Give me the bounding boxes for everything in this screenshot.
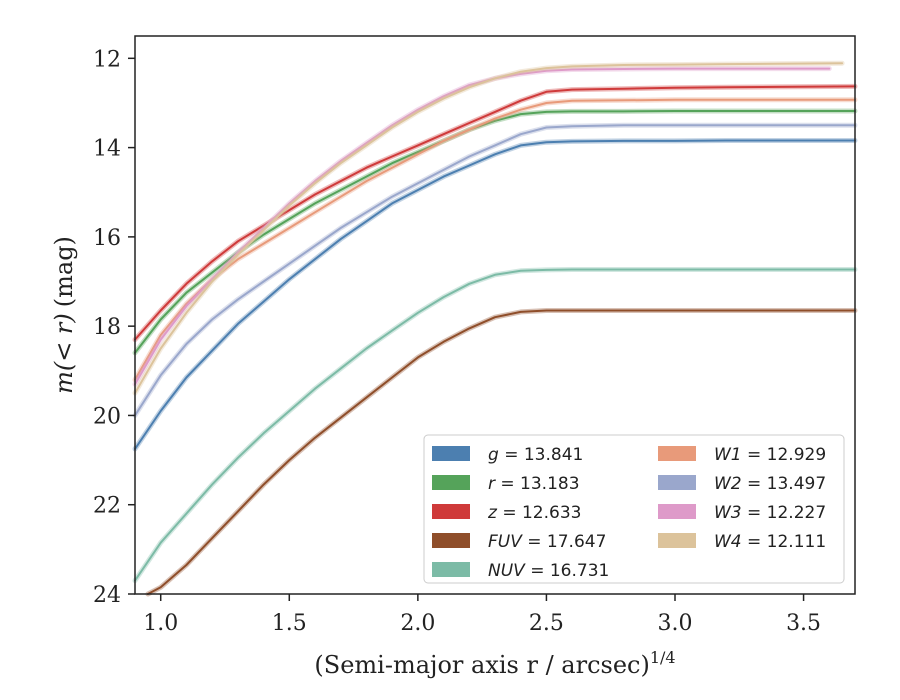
legend-label-fuv: FUV = 17.647 (488, 532, 606, 552)
legend-label-w1: W1 = 12.929 (714, 445, 826, 465)
series-w4-line (134, 62, 844, 395)
series-fuv-line (146, 309, 856, 595)
legend-swatch-nuv (432, 562, 470, 577)
legend-label-w4: W4 = 12.111 (714, 532, 826, 552)
legend-label-z: z = 12.633 (487, 503, 581, 523)
x-axis-label: (Semi-major axis r / arcsec)1/4 (314, 648, 675, 679)
x-tick-label: 1.5 (272, 611, 307, 636)
x-tick-label: 1.0 (143, 611, 178, 636)
series-w2-line (134, 124, 856, 417)
legend-swatch-w3 (658, 504, 696, 519)
y-axis: 12 14 16 18 20 22 24 (93, 47, 135, 608)
legend-label-nuv: NUV = 16.731 (488, 561, 609, 581)
legend-swatch-r (432, 475, 470, 490)
legend-swatch-z (432, 504, 470, 519)
series-w3-line (134, 67, 831, 386)
series-g-line (134, 139, 856, 450)
y-tick-label: 22 (93, 494, 121, 519)
legend: g = 13.841 r = 13.183 z = 12.633 FUV = 17.6… (423, 434, 845, 584)
legend-label-g: g = 13.841 (488, 445, 583, 465)
legend-swatch-g (432, 446, 470, 461)
legend-label-r: r = 13.183 (488, 474, 580, 494)
legend-swatch-fuv (432, 533, 470, 548)
y-axis-label-symbol: m(< r) (50, 313, 78, 394)
y-tick-label: 24 (93, 583, 121, 608)
legend-swatch-w4 (658, 533, 696, 548)
y-tick-label: 16 (93, 226, 121, 251)
x-tick-label: 2.0 (400, 611, 435, 636)
y-tick-label: 18 (93, 315, 121, 340)
x-tick-label: 3.0 (658, 611, 693, 636)
legend-swatch-w1 (658, 446, 696, 461)
series-z-line (134, 85, 856, 341)
series-layer (132, 60, 858, 597)
legend-label-w3: W3 = 12.227 (714, 503, 826, 523)
y-axis-label-unit: (mag) (50, 236, 78, 307)
y-tick-label: 20 (93, 404, 121, 429)
series-r-line (134, 110, 856, 354)
x-tick-label: 2.5 (529, 611, 564, 636)
y-tick-label: 12 (93, 47, 121, 72)
y-axis-label: m(< r) (mag) (50, 236, 78, 394)
legend-frame (423, 434, 845, 584)
x-axis: 1.0 1.5 2.0 2.5 3.0 3.5 (143, 594, 821, 636)
legend-swatch-w2 (658, 475, 696, 490)
series-w1-line (134, 98, 856, 381)
x-axis-label-text: (Semi-major axis r / arcsec) (314, 651, 649, 679)
legend-label-w2: W2 = 13.497 (714, 474, 826, 494)
plot-frame (134, 35, 856, 595)
x-tick-label: 3.5 (786, 611, 821, 636)
x-axis-label-superscript: 1/4 (650, 648, 676, 667)
series-nuv-line (134, 268, 856, 582)
y-tick-label: 14 (93, 137, 121, 162)
